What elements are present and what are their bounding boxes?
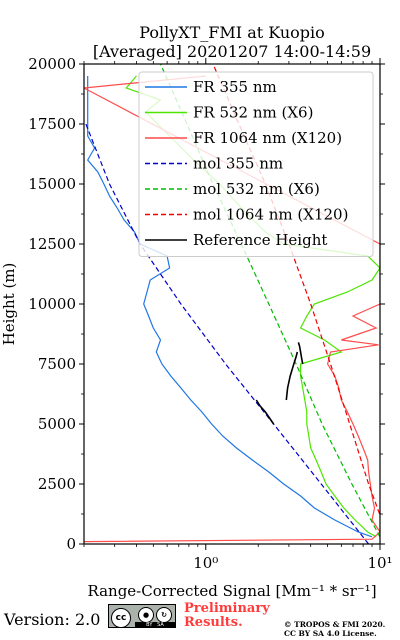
cc-logo-icon: cc — [111, 608, 131, 628]
cc-license-badge: cc ● ↻ BY SA — [108, 604, 176, 628]
footer: Version: 2.0 cc ● ↻ BY SA Preliminary Re… — [0, 600, 400, 640]
legend-label-fr-355-nm: FR 355 nm — [193, 78, 277, 96]
series-line-reference-height — [255, 399, 275, 425]
legend-label-reference-height: Reference Height — [193, 231, 327, 249]
legend-label-mol-1064-nm-x120: mol 1064 nm (X120) — [193, 206, 348, 224]
axes: 0 2500 5000 7500 10000 12500 15000 17500 20000 10… — [28, 55, 392, 572]
y-tick-label: 15000 — [28, 175, 76, 193]
legend-label-mol-532-nm-x6: mol 532 nm (X6) — [193, 180, 320, 198]
legend: FR 355 nm FR 532 nm (X6) FR 1064 nm (X120)… — [138, 71, 374, 257]
legend-box — [138, 71, 374, 257]
copyright-line-2: CC BY SA 4.0 License. — [284, 629, 377, 638]
copyright-line-1: © TROPOS & FMI 2020. — [284, 620, 386, 629]
preliminary-line-2: Results. — [184, 615, 243, 630]
chart-subtitle: [Averaged] 20201207 14:00-14:59 — [93, 42, 371, 61]
legend-label-fr-1064-nm-x120: FR 1064 nm (X120) — [193, 129, 342, 147]
legend-label-mol-355-nm: mol 355 nm — [193, 155, 283, 173]
legend-label-fr-532-nm-x6: FR 532 nm (X6) — [193, 104, 313, 122]
chart-title: PollyXT_FMI at Kuopio — [139, 23, 325, 42]
y-tick-label: 10000 — [28, 295, 76, 313]
version-label: Version: 2.0 — [4, 610, 101, 629]
x-tick-label: 10¹ — [367, 554, 392, 572]
y-tick-label: 7500 — [38, 355, 76, 373]
cc-sa-icon: ↻ — [156, 607, 172, 623]
copyright-notice: © TROPOS & FMI 2020. CC BY SA 4.0 Licens… — [284, 620, 385, 638]
cc-by-icon: ● — [138, 607, 154, 623]
preliminary-line-1: Preliminary — [184, 601, 270, 616]
series-line-reference-height — [297, 342, 304, 365]
x-axis-label: Range-Corrected Signal [Mm⁻¹ * sr⁻¹] — [87, 582, 376, 600]
y-tick-label: 2500 — [38, 475, 76, 493]
series-line-reference-height — [285, 351, 299, 401]
x-tick-label: 10⁰ — [193, 554, 218, 572]
preliminary-notice: Preliminary Results. — [184, 602, 270, 630]
y-tick-label: 5000 — [38, 415, 76, 433]
y-tick-label: 12500 — [28, 235, 76, 253]
y-axis-label: Height (m) — [0, 263, 18, 346]
y-tick-label: 0 — [66, 535, 76, 553]
series-line-fr-355-nm — [86, 76, 373, 538]
y-tick-label: 20000 — [28, 55, 76, 73]
plot-area — [84, 64, 380, 544]
y-tick-label: 17500 — [28, 115, 76, 133]
cc-license-text: BY SA — [135, 622, 175, 628]
series-line-mol-355-nm — [85, 123, 370, 544]
lidar-chart: PollyXT_FMI at Kuopio [Averaged] 2020120… — [0, 23, 393, 600]
